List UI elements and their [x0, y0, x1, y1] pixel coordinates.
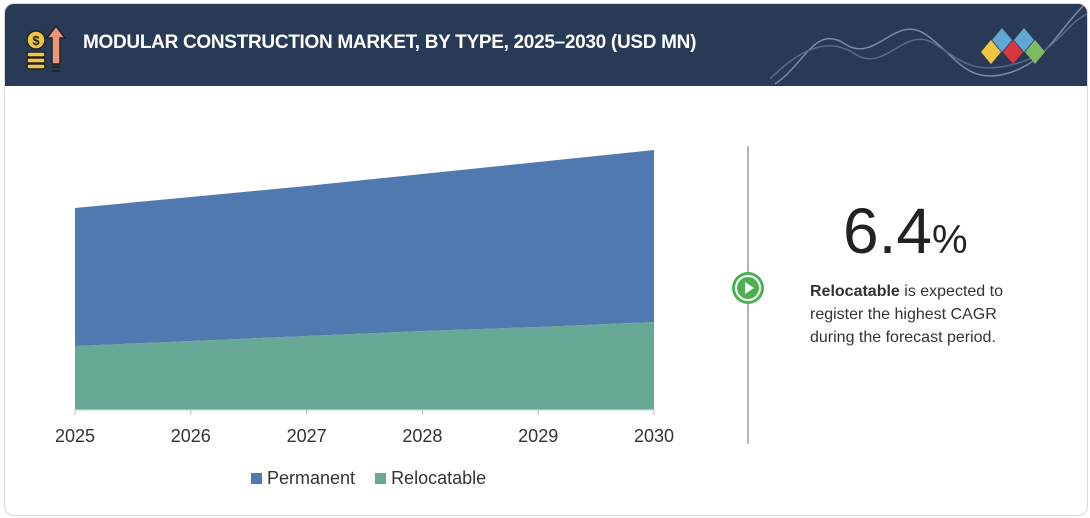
- x-tick-label: 2026: [171, 426, 211, 446]
- highlight-text: is expected to register the highest CAGR…: [810, 283, 1003, 346]
- legend-swatch: [375, 473, 387, 484]
- area-permanent: [75, 150, 654, 346]
- legend-label: Permanent: [267, 468, 356, 488]
- infographic-card: $ MODULAR CONSTRUCTION MARKET, BY TYPE, …: [4, 3, 1088, 516]
- x-tick-label: 2028: [402, 426, 442, 446]
- highlight-segment: Relocatable: [810, 283, 900, 300]
- cagr-value: 6.4%: [843, 194, 968, 268]
- x-tick-label: 2025: [55, 426, 95, 446]
- stacked-area-chart: 2025 2026 2027 2028 2029 2030: [55, 150, 674, 446]
- header-bar: $ MODULAR CONSTRUCTION MARKET, BY TYPE, …: [5, 4, 1087, 86]
- chart-title: MODULAR CONSTRUCTION MARKET, BY TYPE, 20…: [83, 32, 697, 53]
- cagr-number: 6.4: [843, 195, 932, 267]
- legend-swatch: [251, 473, 262, 484]
- svg-text:$: $: [32, 33, 40, 48]
- cagr-unit: %: [931, 218, 968, 262]
- cagr-description: Relocatable is expected to register the …: [810, 280, 1040, 349]
- legend-item-permanent: Permanent: [251, 468, 355, 489]
- x-tick-label: 2029: [518, 426, 558, 446]
- money-growth-icon: $: [26, 24, 67, 72]
- chart-legend: Permanent Relocatable: [251, 468, 486, 489]
- brand-logo-icon: [981, 28, 1045, 64]
- play-icon: [735, 275, 761, 301]
- legend-label: Relocatable: [391, 468, 487, 488]
- x-tick-label: 2030: [634, 426, 674, 446]
- legend-item-relocatable: Relocatable: [375, 468, 486, 489]
- area-relocatable: [75, 322, 654, 410]
- play-button[interactable]: [732, 272, 764, 304]
- x-tick-label: 2027: [287, 426, 327, 446]
